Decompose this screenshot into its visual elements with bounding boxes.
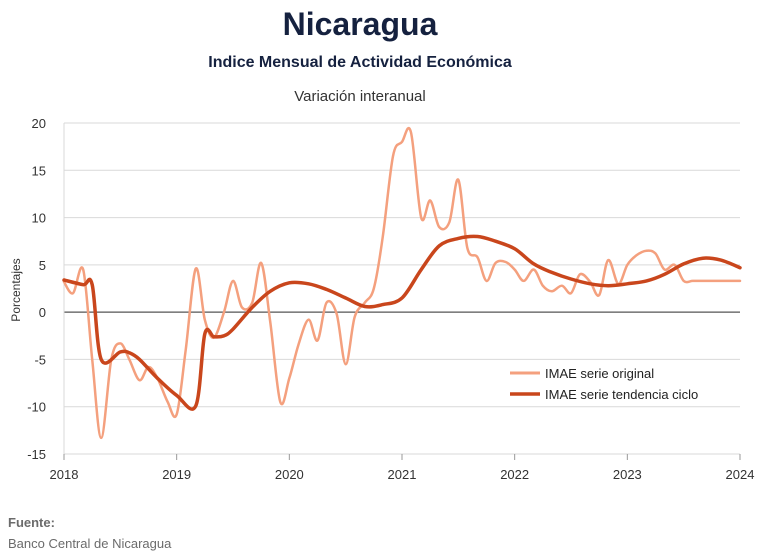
x-tick-label: 2024 <box>726 467 755 482</box>
legend-label-trend: IMAE serie tendencia ciclo <box>545 387 698 402</box>
y-axis-label: Porcentajes <box>9 258 23 321</box>
series-line-original <box>62 126 742 440</box>
legend-label-original: IMAE serie original <box>545 366 654 381</box>
x-tick-label: 2023 <box>613 467 642 482</box>
series-line-trend <box>62 234 742 411</box>
chart-title: Nicaragua <box>282 6 438 42</box>
x-axis-ticks: 2018 2019 2020 2021 2022 2023 2024 <box>50 454 755 482</box>
x-tick-label: 2021 <box>388 467 417 482</box>
x-tick-label: 2020 <box>275 467 304 482</box>
y-axis-ticks: 20 15 10 5 0 -5 -10 -15 <box>27 116 46 462</box>
grid-lines <box>63 122 740 455</box>
y-tick-label: -5 <box>34 352 46 367</box>
source-text: Banco Central de Nicaragua <box>8 536 172 551</box>
y-tick-label: 15 <box>32 163 46 178</box>
source-heading: Fuente: <box>8 515 55 530</box>
y-tick-label: -15 <box>27 447 46 462</box>
chart-subtitle-secondary: Variación interanual <box>294 88 426 105</box>
x-tick-label: 2018 <box>50 467 79 482</box>
y-tick-label: 0 <box>39 305 46 320</box>
y-tick-label: -10 <box>27 400 46 415</box>
x-tick-label: 2022 <box>500 467 529 482</box>
y-tick-label: 5 <box>39 258 46 273</box>
legend: IMAE serie original IMAE serie tendencia… <box>510 366 698 402</box>
x-tick-label: 2019 <box>162 467 191 482</box>
series-group <box>62 126 742 440</box>
y-tick-label: 10 <box>32 211 46 226</box>
y-tick-label: 20 <box>32 116 46 131</box>
chart-subtitle: Indice Mensual de Actividad Económica <box>208 54 512 71</box>
